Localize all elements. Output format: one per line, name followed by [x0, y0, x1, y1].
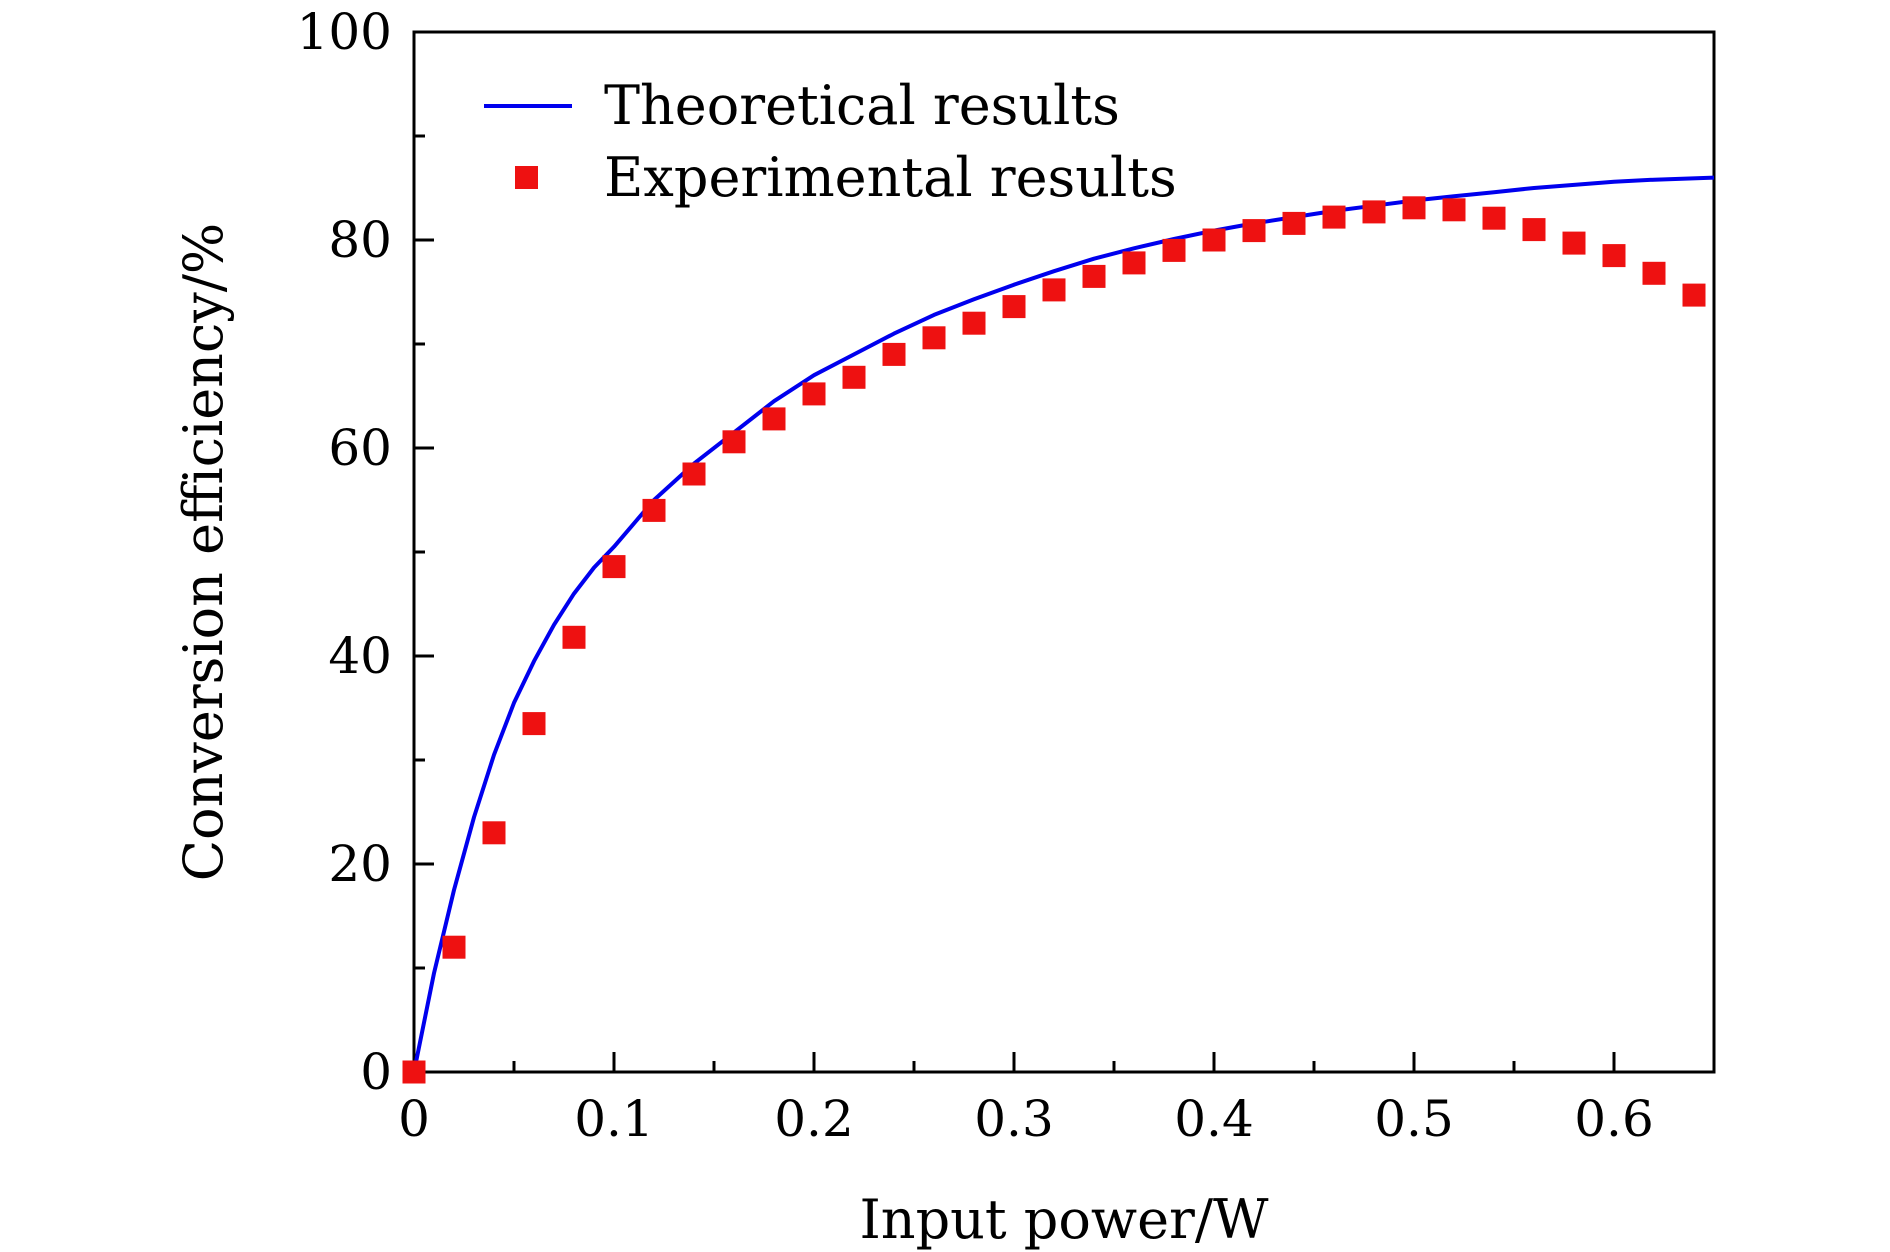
data-point-experimental — [562, 625, 586, 649]
data-point-experimental — [442, 935, 466, 959]
legend-marker-experimental — [515, 166, 538, 189]
axis-ticks — [412, 30, 1616, 1074]
x-tick-label: 0.6 — [1574, 1090, 1654, 1148]
data-point-experimental — [522, 712, 546, 736]
data-point-experimental — [802, 382, 826, 406]
data-point-experimental — [1522, 218, 1546, 242]
data-point-experimental — [402, 1060, 426, 1084]
y-tick-label: 80 — [328, 211, 392, 269]
data-point-experimental — [642, 498, 666, 522]
legend-label-experimental: Experimental results — [604, 146, 1177, 209]
data-point-experimental — [1322, 205, 1346, 229]
x-tick-label: 0.5 — [1374, 1090, 1454, 1148]
data-point-experimental — [722, 430, 746, 454]
y-tick-labels: 0 20 40 60 80 100 — [297, 3, 392, 1101]
series-line-theoretical — [412, 175, 1715, 1073]
data-point-experimental — [1122, 251, 1146, 275]
y-tick-label: 0 — [360, 1043, 392, 1101]
data-point-experimental — [962, 311, 986, 335]
data-point-experimental — [762, 407, 786, 431]
x-tick-label: 0 — [398, 1090, 430, 1148]
data-point-experimental — [1642, 261, 1666, 285]
x-tick-label: 0.3 — [974, 1090, 1054, 1148]
x-tick-label: 0.2 — [774, 1090, 854, 1148]
x-axis-title: Input power/W — [859, 1188, 1269, 1251]
x-tick-label: 0.1 — [574, 1090, 654, 1148]
data-point-experimental — [482, 821, 506, 845]
data-point-experimental — [1082, 264, 1106, 288]
legend-label-theoretical: Theoretical results — [604, 74, 1120, 137]
x-tick-label: 0.4 — [1174, 1090, 1254, 1148]
data-point-experimental — [602, 555, 626, 579]
data-point-experimental — [1602, 244, 1626, 268]
chart-marks — [402, 175, 1715, 1084]
x-tick-labels: 0 0.1 0.2 0.3 0.4 0.5 0.6 — [398, 1090, 1654, 1148]
data-point-experimental — [1362, 200, 1386, 224]
data-point-experimental — [842, 365, 866, 389]
legend: Theoretical results Experimental results — [484, 74, 1177, 209]
y-tick-label: 60 — [328, 419, 392, 477]
y-axis-title: Conversion efficiency/% — [172, 223, 235, 881]
data-point-experimental — [1002, 295, 1026, 319]
data-point-experimental — [1562, 231, 1586, 255]
y-tick-label: 40 — [328, 627, 392, 685]
y-tick-label: 20 — [328, 835, 392, 893]
data-point-experimental — [1162, 238, 1186, 262]
data-point-experimental — [682, 462, 706, 486]
data-point-experimental — [1042, 278, 1066, 302]
data-point-experimental — [1282, 211, 1306, 235]
data-point-experimental — [1442, 198, 1466, 222]
data-point-experimental — [1242, 219, 1266, 243]
y-tick-label: 100 — [297, 3, 392, 61]
data-point-experimental — [1202, 228, 1226, 252]
data-point-experimental — [1482, 206, 1506, 230]
data-point-experimental — [882, 342, 906, 366]
data-point-experimental — [922, 326, 946, 350]
data-point-experimental — [1682, 283, 1706, 307]
data-point-experimental — [1402, 196, 1426, 220]
